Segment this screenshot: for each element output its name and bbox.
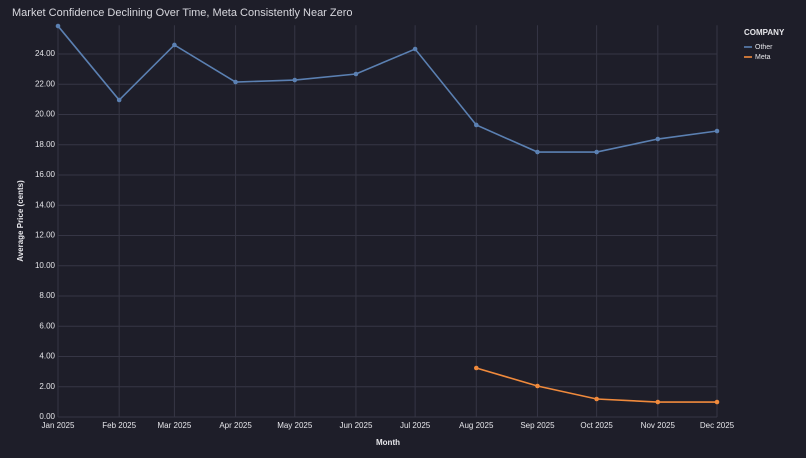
- data-point: [172, 42, 177, 48]
- data-point: [473, 365, 479, 371]
- x-tick-label: Sep 2025: [520, 421, 555, 430]
- y-tick-label: 0.00: [39, 412, 55, 421]
- x-tick-label: Dec 2025: [700, 421, 735, 430]
- data-point: [412, 46, 418, 52]
- y-tick-label: 20.00: [35, 110, 56, 119]
- data-point: [55, 23, 61, 29]
- x-tick-label: Jan 2025: [42, 421, 75, 430]
- data-point: [594, 396, 599, 402]
- data-point: [594, 149, 599, 155]
- chart-title: Market Confidence Declining Over Time, M…: [12, 7, 353, 19]
- data-point: [714, 399, 720, 405]
- x-axis-title: Month: [376, 438, 400, 447]
- data-point: [473, 122, 479, 128]
- y-tick-label: 22.00: [35, 79, 56, 88]
- data-point: [292, 77, 298, 83]
- x-tick-label: Aug 2025: [459, 421, 494, 430]
- legend-label: Meta: [755, 54, 771, 61]
- y-tick-label: 10.00: [35, 261, 56, 270]
- x-tick-label: Jun 2025: [339, 421, 372, 430]
- x-tick-label: Mar 2025: [158, 421, 192, 430]
- x-tick-label: Nov 2025: [641, 421, 676, 430]
- data-point: [714, 128, 720, 134]
- data-point: [535, 383, 540, 389]
- y-tick-label: 14.00: [35, 200, 56, 209]
- data-point: [116, 97, 122, 103]
- y-tick-label: 12.00: [35, 231, 56, 240]
- series-line: [57, 25, 718, 153]
- y-tick-label: 8.00: [39, 291, 55, 300]
- legend-title: COMPANY: [744, 28, 785, 37]
- y-tick-label: 18.00: [35, 140, 56, 149]
- legend-label: Other: [755, 44, 773, 51]
- y-tick-label: 16.00: [35, 170, 56, 179]
- y-axis-title: Average Price (cents): [16, 180, 25, 262]
- data-point: [655, 399, 661, 405]
- y-tick-label: 6.00: [39, 321, 55, 330]
- x-tick-label: Feb 2025: [102, 421, 136, 430]
- data-point: [655, 136, 661, 142]
- y-tick-label: 4.00: [39, 352, 55, 361]
- x-tick-label: Apr 2025: [219, 421, 252, 430]
- x-tick-label: Oct 2025: [580, 421, 613, 430]
- data-point: [233, 79, 238, 85]
- x-tick-label: Jul 2025: [400, 421, 431, 430]
- y-tick-label: 24.00: [35, 49, 56, 58]
- y-tick-label: 2.00: [39, 382, 55, 391]
- data-point: [535, 149, 540, 155]
- x-tick-label: May 2025: [277, 421, 313, 430]
- data-point: [353, 71, 359, 77]
